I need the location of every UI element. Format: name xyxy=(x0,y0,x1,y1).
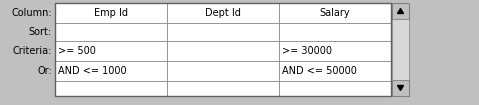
Polygon shape xyxy=(398,85,403,91)
Text: Dept Id: Dept Id xyxy=(205,8,241,18)
Bar xyxy=(167,61,279,81)
Bar xyxy=(167,41,279,61)
Bar xyxy=(392,80,409,96)
Bar xyxy=(279,3,391,23)
Text: >= 30000: >= 30000 xyxy=(282,46,332,56)
Bar xyxy=(55,81,167,96)
Text: Emp Id: Emp Id xyxy=(94,8,128,18)
Bar xyxy=(167,3,279,23)
Text: Or:: Or: xyxy=(37,66,52,76)
Text: Column:: Column: xyxy=(11,8,52,18)
Bar xyxy=(55,3,167,23)
Text: AND <= 50000: AND <= 50000 xyxy=(282,66,357,76)
Bar xyxy=(279,41,391,61)
Bar xyxy=(167,23,279,41)
Bar xyxy=(279,61,391,81)
Bar xyxy=(167,81,279,96)
Text: Criteria:: Criteria: xyxy=(12,46,52,56)
Text: Salary: Salary xyxy=(319,8,350,18)
Text: >= 500: >= 500 xyxy=(58,46,96,56)
Bar xyxy=(392,3,409,19)
Bar xyxy=(392,19,409,80)
Bar xyxy=(55,61,167,81)
Bar xyxy=(55,3,391,96)
Polygon shape xyxy=(398,9,403,14)
Bar xyxy=(55,23,167,41)
Bar xyxy=(279,23,391,41)
Bar xyxy=(55,41,167,61)
Text: Sort:: Sort: xyxy=(29,27,52,37)
Bar xyxy=(279,81,391,96)
Text: AND <= 1000: AND <= 1000 xyxy=(58,66,126,76)
